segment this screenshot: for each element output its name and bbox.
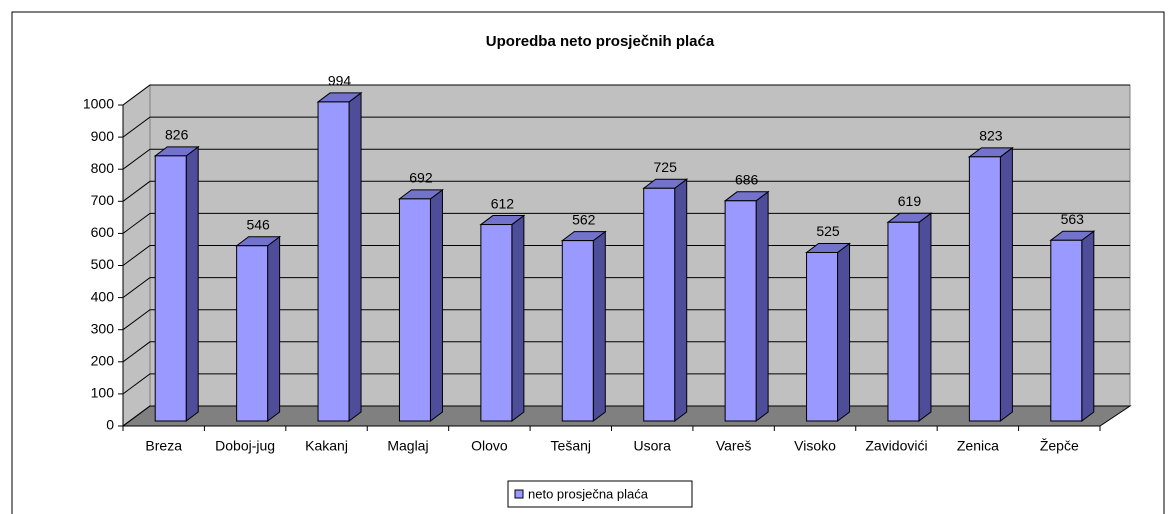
data-label: 619 — [898, 193, 922, 209]
x-tick-label: Zenica — [957, 438, 999, 454]
data-label: 686 — [735, 171, 759, 187]
legend: neto prosječna plaća — [507, 480, 693, 508]
bar — [236, 245, 269, 422]
x-tick-label: Breza — [145, 438, 182, 454]
grid-line — [122, 309, 1130, 331]
x-tick-label: Zavidovići — [865, 438, 927, 454]
x-tick-label: Doboj-jug — [215, 438, 275, 454]
grid-line — [122, 405, 1130, 427]
grid-line — [122, 245, 1130, 266]
x-tick-label: Vareš — [716, 438, 752, 454]
y-tick-label: 200 — [91, 353, 115, 369]
x-tick-label: Maglaj — [387, 438, 428, 454]
data-label: 725 — [654, 159, 678, 175]
chart-title: Uporedba neto prosječnih plaća — [486, 33, 715, 50]
plot-area: 0 100 200 300 400 500 600 700 800 900 1000 Breza 826… — [83, 73, 1132, 454]
x-tick-label: Kakanj — [305, 438, 348, 454]
bar — [398, 198, 431, 422]
data-label: 994 — [328, 73, 352, 89]
grid-line — [122, 148, 1130, 170]
y-tick-label: 900 — [91, 128, 115, 144]
data-label: 612 — [491, 195, 515, 211]
y-tick-label: 100 — [91, 385, 115, 401]
bar — [724, 200, 757, 422]
x-tick-label: Usora — [634, 438, 672, 454]
grid-line — [122, 180, 1130, 202]
bar-side — [185, 145, 199, 422]
y-tick-label: 500 — [91, 256, 115, 272]
bar — [968, 156, 1001, 422]
data-label: 562 — [572, 211, 596, 227]
y-tick-label: 300 — [91, 320, 115, 336]
bar-side — [755, 190, 769, 422]
bar-side — [918, 212, 932, 422]
y-tick-label: 700 — [91, 192, 115, 208]
bar-side — [999, 146, 1013, 422]
bar — [317, 101, 350, 422]
x-tick-label: Olovo — [471, 438, 508, 454]
grid-line — [122, 373, 1130, 395]
y-tick-label: 800 — [91, 160, 115, 176]
bar — [643, 187, 676, 422]
bar-side — [267, 235, 281, 422]
data-label: 823 — [979, 128, 1003, 144]
data-label: 563 — [1061, 211, 1085, 227]
y-tick-label: 0 — [106, 417, 114, 433]
y-tick-label: 1000 — [83, 96, 114, 112]
bar-side — [511, 214, 525, 422]
legend-box — [507, 480, 693, 508]
bar — [887, 221, 920, 422]
legend-swatch — [514, 489, 524, 499]
grid-line — [122, 277, 1130, 299]
grid-line — [122, 341, 1130, 363]
bar — [1050, 239, 1083, 422]
bar-side — [837, 242, 851, 422]
bar-side — [348, 91, 362, 422]
x-tick-label: Tešanj — [551, 438, 591, 454]
bar-side — [429, 188, 443, 422]
bar — [154, 155, 187, 422]
x-tick-label: Visoko — [794, 438, 836, 454]
grid-line — [122, 116, 1130, 138]
bar — [561, 240, 594, 422]
x-tick-label: Žepče — [1040, 438, 1079, 454]
data-label: 826 — [165, 127, 189, 143]
y-tick-label: 600 — [91, 224, 115, 240]
data-label: 525 — [816, 223, 840, 239]
grid-line — [122, 212, 1130, 234]
data-label: 546 — [246, 216, 270, 232]
bar — [806, 251, 839, 422]
y-tick-label: 400 — [91, 288, 115, 304]
bar-side — [592, 230, 606, 422]
bar-side — [1081, 230, 1095, 422]
data-label: 692 — [409, 170, 433, 186]
bar — [480, 224, 513, 422]
bar-side — [674, 178, 688, 422]
legend-label: neto prosječna plaća — [528, 486, 649, 501]
grid-line — [122, 84, 1130, 106]
